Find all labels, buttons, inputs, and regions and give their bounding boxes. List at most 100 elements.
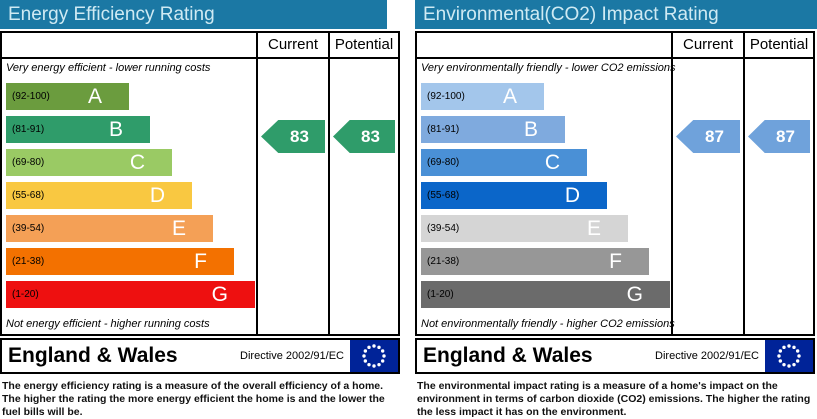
environmental-bands: (92-100) A (81-91) B (69	[421, 83, 671, 314]
energy-description: The energy efficiency rating is a measur…	[2, 380, 385, 418]
energy-band-column: Very energy efficient - lower running co…	[2, 33, 256, 334]
band-bar-g: (1-20) G	[421, 281, 670, 308]
band-row-f: (21-38) F	[421, 248, 671, 281]
band-bar-a: (92-100) A	[421, 83, 544, 110]
band-letter: D	[149, 183, 165, 207]
energy-bands: (92-100) A (81-91) B (69	[6, 83, 256, 314]
band-range-label: (1-20)	[427, 289, 454, 300]
band-letter: C	[129, 150, 145, 174]
band-letter: G	[211, 282, 228, 306]
environmental-current-arrow: 87	[676, 120, 740, 153]
eu-flag-icon	[765, 340, 813, 372]
energy-current-column: Current 83	[256, 33, 328, 334]
environmental-current-cell: 87	[673, 59, 743, 334]
band-range-label: (39-54)	[427, 223, 460, 234]
band-bar-g: (1-20) G	[6, 281, 255, 308]
band-bar-c: (69-80) C	[421, 149, 587, 176]
energy-band-area: Very energy efficient - lower running co…	[2, 59, 256, 334]
environmental-bottom-note: Not environmentally friendly - higher CO…	[421, 318, 675, 330]
energy-title-bar: Energy Efficiency Rating	[0, 0, 387, 29]
band-range-label: (81-91)	[12, 124, 45, 135]
band-range-label: (92-100)	[427, 91, 465, 102]
energy-current-arrow: 83	[261, 120, 325, 153]
energy-top-note: Very energy efficient - lower running co…	[6, 62, 211, 74]
band-range-label: (92-100)	[12, 91, 50, 102]
band-bar-a: (92-100) A	[6, 83, 129, 110]
directive-label: Directive 2002/91/EC	[655, 350, 759, 362]
band-range-label: (55-68)	[12, 190, 45, 201]
environmental-rating-chart: Very environmentally friendly - lower CO…	[415, 31, 815, 336]
current-column-header: Current	[258, 33, 328, 59]
band-bar-d: (55-68) D	[6, 182, 192, 209]
energy-current-value: 83	[290, 126, 309, 146]
band-row-g: (1-20) G	[421, 281, 671, 314]
band-row-f: (21-38) F	[6, 248, 256, 281]
environmental-band-column: Very environmentally friendly - lower CO…	[417, 33, 676, 334]
band-letter: E	[586, 216, 601, 240]
ratings-header-spacer	[417, 33, 671, 59]
energy-panel-title: Energy Efficiency Rating	[8, 4, 215, 25]
band-row-d: (55-68) D	[6, 182, 256, 215]
band-bar-d: (55-68) D	[421, 182, 607, 209]
region-label: England & Wales	[423, 344, 593, 367]
band-bar-b: (81-91) B	[421, 116, 565, 143]
environmental-current-column: Current 87	[671, 33, 743, 334]
potential-column-header: Potential	[745, 33, 813, 59]
band-letter: F	[194, 249, 207, 273]
energy-efficiency-panel: Energy Efficiency Rating Very energy eff…	[0, 0, 400, 419]
band-range-label: (55-68)	[427, 190, 460, 201]
environmental-panel-title: Environmental(CO2) Impact Rating	[423, 4, 719, 25]
band-letter: C	[544, 150, 560, 174]
directive-label: Directive 2002/91/EC	[240, 350, 344, 362]
band-letter: A	[502, 84, 517, 108]
band-letter: B	[108, 117, 123, 141]
band-row-a: (92-100) A	[421, 83, 671, 116]
band-letter: A	[87, 84, 102, 108]
band-letter: F	[609, 249, 622, 273]
environmental-band-area: Very environmentally friendly - lower CO…	[417, 59, 676, 334]
band-range-label: (81-91)	[427, 124, 460, 135]
environmental-potential-arrow: 87	[748, 120, 810, 153]
energy-current-cell: 83	[258, 59, 328, 334]
environmental-potential-cell: 87	[745, 59, 813, 334]
band-letter: D	[564, 183, 580, 207]
environmental-potential-column: Potential 87	[743, 33, 813, 334]
band-letter: B	[523, 117, 538, 141]
environmental-potential-value: 87	[776, 126, 795, 146]
band-range-label: (69-80)	[12, 157, 45, 168]
energy-bottom-note: Not energy efficient - higher running co…	[6, 318, 210, 330]
band-range-label: (21-38)	[427, 256, 460, 267]
band-row-d: (55-68) D	[421, 182, 671, 215]
environmental-current-value: 87	[705, 126, 724, 146]
band-letter: G	[626, 282, 643, 306]
band-bar-f: (21-38) F	[6, 248, 234, 275]
band-range-label: (69-80)	[427, 157, 460, 168]
ratings-header-spacer	[2, 33, 256, 59]
region-label: England & Wales	[8, 344, 178, 367]
potential-column-header: Potential	[330, 33, 398, 59]
band-row-g: (1-20) G	[6, 281, 256, 314]
current-column-header: Current	[673, 33, 743, 59]
band-bar-e: (39-54) E	[6, 215, 213, 242]
band-row-c: (69-80) C	[421, 149, 671, 182]
band-letter: E	[171, 216, 186, 240]
environmental-top-note: Very environmentally friendly - lower CO…	[421, 62, 676, 74]
band-row-c: (69-80) C	[6, 149, 256, 182]
band-row-e: (39-54) E	[6, 215, 256, 248]
eu-flag-icon	[350, 340, 398, 372]
environmental-impact-panel: Environmental(CO2) Impact Rating Very en…	[415, 0, 817, 419]
energy-footer: England & Wales Directive 2002/91/EC	[0, 338, 400, 374]
energy-rating-chart: Very energy efficient - lower running co…	[0, 31, 400, 336]
energy-potential-column: Potential 83	[328, 33, 398, 334]
energy-potential-arrow: 83	[333, 120, 395, 153]
band-row-e: (39-54) E	[421, 215, 671, 248]
environmental-title-bar: Environmental(CO2) Impact Rating	[415, 0, 817, 29]
environmental-footer: England & Wales Directive 2002/91/EC	[415, 338, 815, 374]
band-row-b: (81-91) B	[6, 116, 256, 149]
energy-potential-cell: 83	[330, 59, 398, 334]
band-bar-c: (69-80) C	[6, 149, 172, 176]
environmental-description: The environmental impact rating is a mea…	[417, 380, 811, 418]
band-bar-e: (39-54) E	[421, 215, 628, 242]
band-bar-b: (81-91) B	[6, 116, 150, 143]
